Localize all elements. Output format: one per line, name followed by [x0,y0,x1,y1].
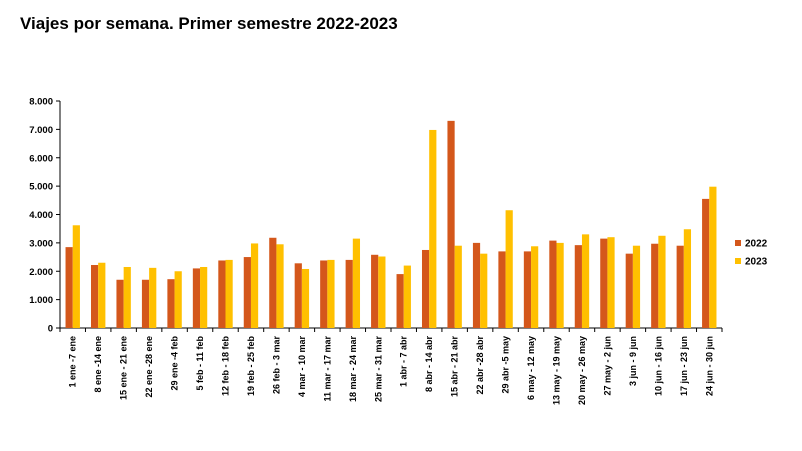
x-tick-label: 13 may - 19 may [552,336,562,405]
bar-2023-23 [632,245,641,328]
bar-2023-9 [276,244,284,328]
bar-2022-4 [141,279,150,328]
x-tick-label: 4 mar - 10 mar [297,336,307,398]
y-tick-label: 7.000 [29,125,53,136]
x-tick-label: 17 jun - 23 jun [679,336,689,396]
bar-2022-1 [65,247,73,328]
bar-2023-15 [429,129,437,328]
x-tick-label: 3 jun - 9 jun [628,336,638,386]
bar-2022-11 [320,260,328,328]
x-tick-label: 29 abr -5 may [501,336,511,394]
bar-2023-25 [683,229,692,328]
x-tick-label: 1 ene -7 ene [68,336,78,388]
bar-2023-10 [301,268,310,328]
bar-2023-12 [352,238,361,328]
bar-2023-6 [200,266,208,328]
legend-label-2022: 2022 [745,239,768,250]
bar-2022-22 [600,238,608,328]
bar-2023-4 [149,267,157,328]
y-tick-label: 0 [48,324,53,335]
x-tick-label: 10 jun - 16 jun [653,336,663,396]
bar-2023-8 [250,243,259,328]
bar-2022-17 [472,242,481,329]
x-tick-label: 25 mar - 31 mar [373,336,383,403]
x-tick-label: 26 feb - 3 mar [271,336,281,395]
legend: 2022 2023 [735,239,768,268]
x-tick-label: 15 ene - 21 ene [119,336,129,400]
y-tick-label: 5.000 [29,182,53,193]
bar-2022-25 [676,245,684,328]
y-tick-label: 8.000 [29,97,53,108]
bar-2023-14 [403,265,411,328]
y-axis: 0 1.000 2.000 3.000 4.000 5.000 6.000 7.000 8.00… [29,97,61,335]
bar-2022-2 [90,265,99,328]
bar-2022-12 [345,259,353,328]
x-tick-label: 8 ene -14 ene [93,336,103,393]
legend-swatch-2022 [735,240,741,246]
bar-2022-16 [447,120,455,328]
bar-2022-19 [523,251,532,328]
bar-2023-26 [709,186,717,328]
bar-2023-7 [225,259,233,328]
bars [65,120,717,329]
bar-2022-23 [625,253,633,328]
bar-2023-1 [72,225,80,328]
y-tick-label: 1.000 [29,295,53,306]
bar-2023-5 [174,271,182,328]
bar-2022-3 [116,279,124,328]
x-tick-label: 22 abr -28 abr [475,336,485,395]
x-tick-label: 18 mar - 24 mar [348,336,358,403]
bar-2023-20 [556,242,564,329]
bar-2023-3 [123,266,131,328]
x-tick-label: 19 feb - 25 feb [246,336,256,397]
bar-2022-5 [167,279,175,328]
bar-2023-13 [378,256,386,328]
bar-2022-18 [498,251,506,328]
bar-2022-6 [192,268,201,328]
bar-2022-8 [243,257,251,328]
bar-2023-22 [607,237,615,328]
bar-2022-14 [396,274,404,328]
x-tick-label: 22 ene -28 ene [144,336,154,398]
x-tick-label: 6 may - 12 may [526,336,536,400]
y-tick-label: 2.000 [29,267,53,278]
x-tick-label: 11 mar - 17 mar [322,336,332,402]
bar-2022-26 [702,198,710,328]
x-tick-label: 1 abr - 7 abr [399,336,409,388]
y-tick-label: 4.000 [29,210,53,221]
bar-2022-24 [651,243,659,328]
x-axis: 1 ene -7 ene 8 ene -14 ene 15 ene - 21 ene… [59,327,723,405]
legend-swatch-2023 [735,258,741,264]
bar-2023-21 [581,234,590,328]
x-tick-label: 8 abr - 14 abr [424,336,434,393]
bar-2022-13 [371,254,379,328]
bar-2023-2 [98,262,106,328]
bar-2022-20 [549,240,557,328]
bar-2023-11 [327,259,335,328]
bar-2022-15 [421,249,430,328]
bar-2022-9 [269,237,277,328]
x-tick-label: 27 may - 2 jun [602,336,612,396]
x-tick-label: 12 feb - 18 feb [221,336,231,397]
x-tick-label: 15 abr - 21 abr [450,336,460,398]
bar-2023-16 [454,245,462,328]
chart-title: Viajes por semana. Primer semestre 2022-… [20,14,398,33]
bar-2022-7 [218,260,226,328]
bar-2023-17 [480,253,488,328]
x-tick-label: 5 feb - 11 feb [195,336,205,391]
y-tick-label: 3.000 [29,238,53,249]
bar-2022-21 [574,245,582,328]
x-tick-label: 20 may - 26 may [577,336,587,405]
bar-2023-19 [531,246,539,328]
bar-2023-18 [505,210,513,328]
y-tick-label: 6.000 [29,153,53,164]
x-tick-label: 24 jun - 30 jun [704,336,714,396]
bar-2023-24 [658,235,666,328]
x-tick-label: 29 ene -4 feb [170,336,180,391]
legend-label-2023: 2023 [745,257,768,268]
bar-2022-10 [294,263,302,328]
